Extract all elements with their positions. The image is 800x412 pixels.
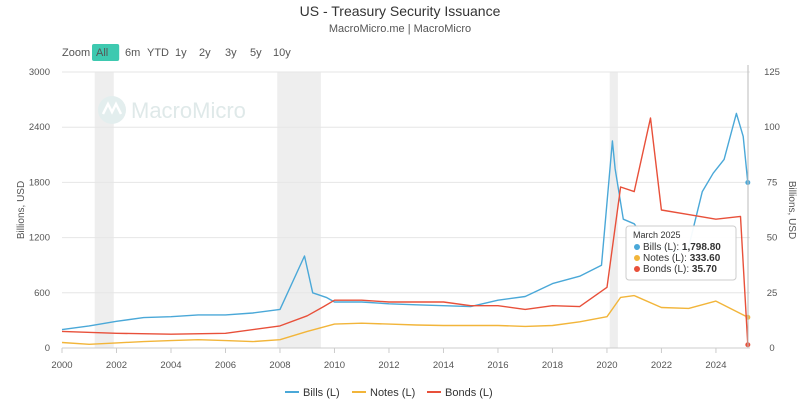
x-axis: 2000 2002 2004 2006 2008 2010 2012 2014 2016 2018… [51, 348, 727, 371]
tooltip-series-marker [634, 255, 640, 261]
legend-item-notes[interactable]: Notes (L) [352, 387, 415, 399]
y-axis-label-right: Billions, USD [786, 181, 797, 239]
y-tick-label-right: 0 [769, 343, 774, 354]
tooltip-series-marker [634, 244, 640, 250]
zoom-option-label: 6m [125, 47, 140, 59]
zoom-option-label: 1y [175, 47, 187, 59]
x-tick-label: 2020 [596, 360, 617, 371]
x-tick-label: 2000 [51, 360, 72, 371]
chart-title: US - Treasury Security Issuance [300, 3, 501, 19]
recession-bands [94, 72, 618, 348]
tooltip-box [625, 225, 737, 281]
zoom-option-1y[interactable]: 1y [175, 47, 187, 59]
y-tick-label-right: 25 [767, 288, 778, 299]
y-tick-label-left: 1800 [29, 177, 50, 188]
watermark: MacroMicro [98, 96, 246, 124]
zoom-option-2y[interactable]: 2y [199, 47, 211, 59]
y-axis-label-left: Billions, USD [16, 181, 27, 239]
legend: Bills (L) Notes (L) Bonds (L) [285, 387, 493, 399]
recession-band [277, 72, 321, 348]
x-tick-label: 2010 [324, 360, 345, 371]
tooltip-row: Bonds (L): 35.70 [643, 264, 717, 275]
y-tick-label-left: 600 [34, 288, 50, 299]
tooltip-date: March 2025 [633, 230, 681, 240]
zoom-option-label: 5y [250, 47, 262, 59]
chart-subtitle: MacroMicro.me | MacroMicro [329, 23, 471, 35]
zoom-option-10y[interactable]: 10y [273, 47, 291, 59]
x-tick-label: 2012 [378, 360, 399, 371]
tooltip-series-marker [634, 266, 640, 272]
zoom-option-label: 10y [273, 47, 291, 59]
zoom-selector: Zoom All 6m YTD 1y 2y 3y 5y 10y [62, 44, 291, 61]
zoom-option-all[interactable]: All [92, 44, 120, 61]
zoom-option-label: YTD [147, 47, 169, 59]
legend-label: Bills (L) [303, 387, 340, 399]
x-tick-label: 2008 [269, 360, 290, 371]
x-tick-label: 2004 [160, 360, 181, 371]
zoom-option-label: 3y [225, 47, 237, 59]
series-line-notes [61, 294, 749, 345]
x-tick-label: 2022 [651, 360, 672, 371]
watermark-logo-mark [101, 101, 123, 115]
recession-band [94, 72, 114, 348]
x-tick-label: 2002 [106, 360, 127, 371]
zoom-option-ytd[interactable]: YTD [147, 47, 169, 59]
zoom-option-3y[interactable]: 3y [225, 47, 237, 59]
y-axis-right: 0 25 50 75 100 125 [764, 67, 780, 354]
zoom-option-5y[interactable]: 5y [250, 47, 262, 59]
y-tick-label-left: 1200 [29, 233, 50, 244]
y-tick-label-right: 50 [767, 233, 778, 244]
zoom-option-label: 2y [199, 47, 211, 59]
x-tick-label: 2014 [433, 360, 454, 371]
zoom-option-label: All [96, 47, 108, 59]
legend-item-bills[interactable]: Bills (L) [285, 387, 340, 399]
x-tick-label: 2018 [542, 360, 563, 371]
legend-label: Bonds (L) [445, 387, 493, 399]
recession-band [609, 72, 618, 348]
zoom-option-6m[interactable]: 6m [125, 47, 140, 59]
y-tick-label-left: 2400 [29, 122, 50, 133]
y-tick-label-right: 75 [767, 177, 778, 188]
x-tick-label: 2016 [487, 360, 508, 371]
zoom-label: Zoom [62, 47, 90, 59]
series-line-bonds [61, 117, 749, 345]
x-tick-label: 2006 [215, 360, 236, 371]
zoom-selected-bg [92, 44, 120, 61]
y-tick-label-right: 125 [764, 67, 780, 78]
tooltip-row: Bills (L): 1,798.80 [643, 242, 721, 253]
y-tick-label-left: 0 [45, 343, 50, 354]
legend-label: Notes (L) [370, 387, 415, 399]
y-tick-label-left: 3000 [29, 67, 50, 78]
y-tick-label-right: 100 [764, 122, 780, 133]
y-axis-left: 0 600 1200 1800 2400 3000 [29, 67, 50, 354]
tooltip-row: Notes (L): 333.60 [643, 253, 721, 264]
x-tick-label: 2024 [705, 360, 726, 371]
grid [62, 71, 750, 349]
legend-item-bonds[interactable]: Bonds (L) [427, 387, 493, 399]
watermark-text: MacroMicro [131, 98, 246, 123]
